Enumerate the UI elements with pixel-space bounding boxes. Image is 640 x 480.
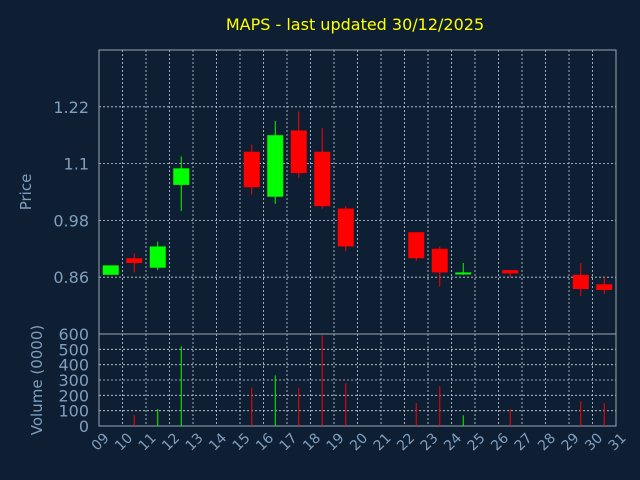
candle-up bbox=[267, 121, 284, 204]
candle-body bbox=[267, 135, 284, 197]
candle-down bbox=[290, 111, 307, 178]
candle-down bbox=[408, 232, 425, 261]
volume-y-tick-label: 300 bbox=[58, 371, 89, 390]
price-y-tick-label: 0.98 bbox=[53, 211, 89, 230]
price-y-tick-label: 1.1 bbox=[64, 155, 89, 174]
candle-body bbox=[431, 248, 448, 273]
chart-title: MAPS - last updated 30/12/2025 bbox=[226, 15, 484, 34]
volume-y-tick-label: 100 bbox=[58, 402, 89, 421]
price-panel: 0.86 0.98 1.1 1.22 Price bbox=[17, 49, 617, 335]
price-y-axis-label: Price bbox=[17, 174, 35, 211]
candle-down bbox=[126, 253, 143, 273]
price-y-tick-label: 0.86 bbox=[53, 268, 89, 287]
candle-up bbox=[455, 263, 472, 275]
volume-y-tick-label: 400 bbox=[58, 356, 89, 375]
candlestick-series bbox=[102, 111, 613, 297]
volume-y-tick-label: 200 bbox=[58, 386, 89, 405]
volume-y-tick-label: 500 bbox=[58, 340, 89, 359]
candle-body bbox=[502, 270, 519, 274]
volume-y-tick-label: 600 bbox=[58, 325, 89, 344]
candle-down bbox=[243, 144, 260, 195]
price-grid bbox=[98, 50, 617, 334]
price-y-axis-ticks: 0.86 0.98 1.1 1.22 bbox=[53, 98, 89, 287]
candle-body bbox=[337, 208, 354, 247]
candle-body bbox=[408, 232, 425, 259]
candle-body bbox=[102, 265, 119, 275]
candle-body bbox=[572, 274, 589, 290]
candle-up bbox=[102, 265, 119, 275]
candle-body bbox=[126, 258, 143, 263]
volume-plot-frame bbox=[98, 333, 617, 427]
candle-body bbox=[243, 151, 260, 188]
candle-body bbox=[149, 246, 166, 268]
candle-body bbox=[314, 151, 331, 207]
candle-body bbox=[596, 284, 613, 290]
x-axis-label: Day bbox=[332, 457, 362, 475]
candle-body bbox=[290, 130, 307, 174]
candle-up bbox=[173, 156, 190, 211]
volume-grid bbox=[98, 333, 617, 427]
price-y-tick-label: 1.22 bbox=[53, 98, 89, 117]
candle-body bbox=[455, 272, 472, 275]
volume-bar-series bbox=[133, 335, 605, 426]
volume-y-tick-label: 0 bbox=[79, 417, 89, 436]
candle-down bbox=[314, 128, 331, 209]
candle-up bbox=[149, 241, 166, 271]
candle-down bbox=[572, 263, 589, 297]
x-axis-ticks: 09 10 11 12 13 14 15 16 17 18 19 20 21 22 23 24 25 26 27 28… bbox=[89, 430, 630, 454]
candle-down bbox=[596, 277, 613, 294]
candle-down bbox=[431, 246, 448, 287]
candle-down bbox=[502, 270, 519, 278]
volume-y-axis-label: Volume (0000) bbox=[28, 325, 46, 435]
candle-body bbox=[173, 168, 190, 185]
candle-down bbox=[337, 206, 354, 252]
